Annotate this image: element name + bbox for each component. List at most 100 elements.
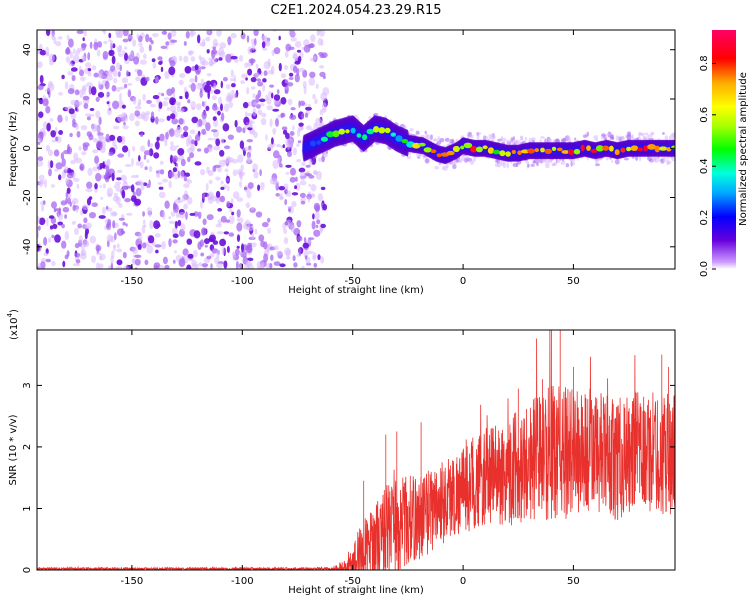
noise-speckle — [270, 254, 274, 261]
noise-speckle — [89, 41, 93, 49]
noise-speckle — [210, 58, 218, 64]
noise-speckle — [126, 70, 129, 77]
noise-speckle — [222, 123, 230, 132]
noise-speckle — [236, 209, 241, 218]
noise-speckle — [85, 113, 91, 117]
noise-speckle — [38, 111, 44, 118]
noise-speckle — [144, 166, 148, 171]
signal-halo — [476, 134, 480, 140]
noise-speckle — [283, 237, 289, 245]
noise-speckle — [136, 33, 140, 40]
noise-speckle — [97, 49, 101, 57]
noise-speckle — [95, 172, 102, 182]
noise-speckle — [187, 156, 191, 163]
noise-speckle — [307, 250, 314, 254]
noise-speckle — [132, 246, 138, 255]
noise-speckle — [177, 157, 181, 162]
noise-speckle — [158, 118, 165, 123]
noise-speckle — [127, 89, 132, 98]
noise-speckle — [198, 65, 202, 71]
noise-speckle — [259, 98, 266, 103]
noise-speckle — [149, 143, 153, 148]
noise-speckle — [190, 100, 196, 110]
noise-speckle — [201, 227, 207, 236]
noise-speckle — [239, 180, 242, 188]
signal-halo — [654, 157, 659, 163]
noise-speckle — [122, 30, 129, 37]
noise-speckle — [306, 239, 312, 244]
noise-speckle — [60, 200, 67, 206]
noise-speckle — [53, 208, 57, 213]
signal-blob — [446, 150, 455, 156]
noise-speckle — [149, 103, 156, 108]
noise-speckle — [168, 66, 176, 76]
noise-speckle — [48, 53, 55, 62]
signal-blob — [338, 128, 346, 135]
noise-speckle — [262, 78, 267, 83]
noise-speckle — [250, 58, 254, 66]
signal-blob — [326, 131, 335, 138]
noise-speckle — [88, 85, 92, 95]
noise-speckle — [120, 112, 127, 122]
signal-blob — [436, 153, 442, 158]
noise-speckle — [193, 230, 201, 239]
noise-speckle — [157, 92, 162, 96]
noise-speckle — [236, 234, 241, 243]
y-tick-label: 20 — [22, 93, 33, 106]
noise-speckle — [99, 185, 103, 188]
signal-blob — [460, 145, 465, 150]
noise-speckle — [265, 39, 271, 47]
noise-speckle — [65, 197, 68, 205]
colorbar-tick-label: 0.2 — [699, 210, 710, 226]
noise-speckle — [273, 261, 281, 266]
noise-speckle — [247, 46, 252, 55]
noise-speckle — [95, 96, 100, 102]
noise-speckle — [205, 122, 211, 132]
noise-speckle — [143, 154, 147, 160]
noise-speckle — [104, 173, 110, 183]
noise-speckle — [85, 62, 92, 68]
noise-speckle — [108, 32, 112, 39]
signal-halo — [662, 132, 665, 135]
noise-speckle — [285, 190, 292, 197]
noise-speckle — [76, 131, 81, 138]
noise-speckle — [65, 46, 70, 55]
noise-speckle — [291, 192, 299, 196]
noise-speckle — [156, 98, 161, 104]
noise-speckle — [88, 196, 93, 200]
noise-speckle — [202, 218, 207, 226]
signal-halo — [469, 134, 474, 139]
noise-speckle — [66, 172, 74, 179]
noise-speckle — [225, 219, 231, 223]
noise-speckle — [78, 235, 83, 244]
noise-speckle — [308, 174, 315, 179]
noise-speckle — [222, 77, 228, 82]
noise-speckle — [71, 220, 77, 225]
noise-speckle — [317, 193, 324, 202]
noise-speckle — [62, 206, 70, 213]
noise-speckle — [58, 130, 63, 135]
noise-speckle — [289, 176, 296, 183]
noise-speckle — [122, 266, 130, 269]
noise-speckle — [46, 217, 49, 227]
noise-speckle — [44, 179, 47, 188]
signal-blob — [590, 148, 598, 153]
noise-speckle — [64, 166, 69, 171]
noise-speckle — [76, 30, 84, 34]
noise-speckle — [299, 192, 306, 199]
noise-speckle — [98, 80, 101, 89]
noise-speckle — [201, 111, 207, 120]
signal-halo — [438, 161, 441, 166]
noise-speckle — [301, 112, 305, 120]
noise-speckle — [314, 211, 320, 220]
noise-speckle — [43, 252, 49, 257]
noise-speckle — [49, 225, 54, 230]
noise-speckle — [278, 186, 286, 191]
noise-speckle — [79, 165, 84, 170]
noise-speckle — [219, 195, 226, 203]
noise-speckle — [302, 242, 309, 249]
noise-speckle — [168, 171, 175, 178]
noise-speckle — [96, 252, 102, 256]
noise-speckle — [110, 255, 114, 264]
colorbar-tick-label: 0.0 — [699, 261, 710, 277]
